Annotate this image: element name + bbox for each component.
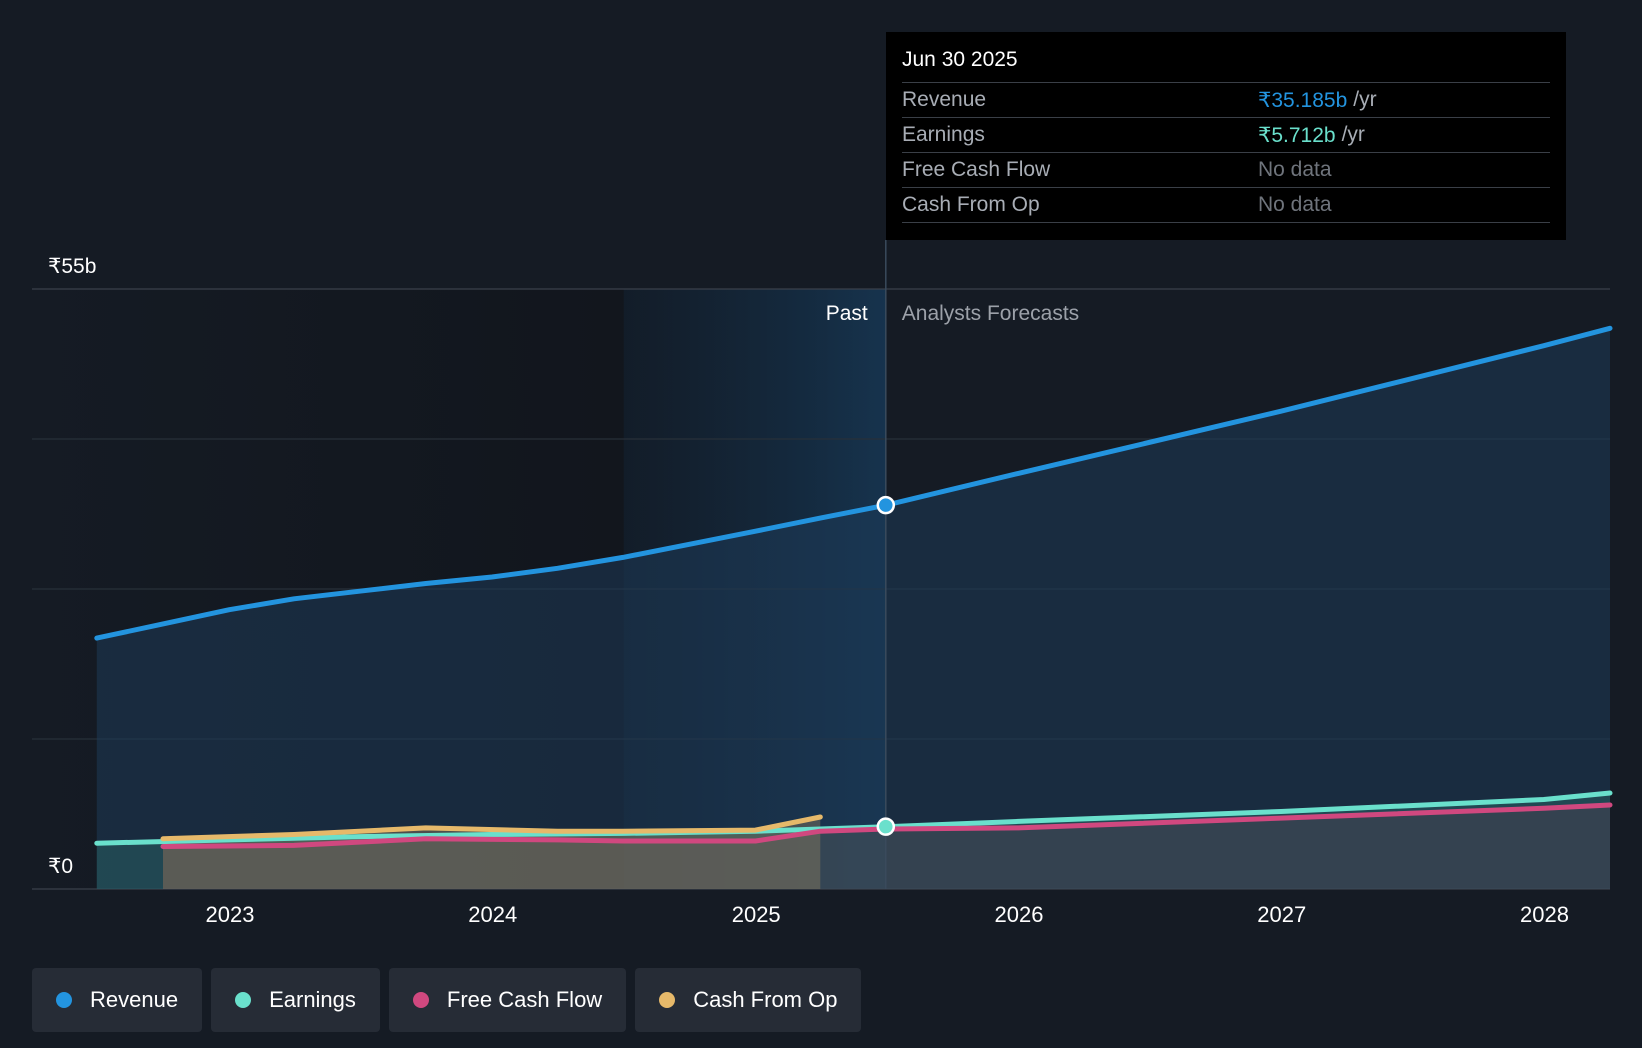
x-tick-label: 2027 — [1257, 902, 1306, 927]
x-tick-label: 2023 — [205, 902, 254, 927]
free-cash-flow-dot-icon — [412, 992, 429, 1008]
earnings-area — [96, 793, 1610, 889]
tooltip-unit: /yr — [1341, 123, 1365, 146]
legend-label: Free Cash Flow — [446, 987, 603, 1012]
tooltip-row-revenue: Revenue ₹35.185b /yr — [902, 82, 1550, 117]
tooltip-label: Revenue — [902, 88, 987, 111]
legend-label: Earnings — [269, 987, 356, 1012]
legend-item-free-cash-flow[interactable]: Free Cash Flow — [388, 968, 627, 1032]
x-tick-label: 2024 — [468, 902, 517, 927]
cash-from-op-line — [160, 814, 823, 842]
revenue-line — [94, 325, 1613, 641]
tooltip-row-free-cash-flow: Free Cash Flow No data — [902, 152, 1550, 187]
tooltip-value: ₹35.185b — [1258, 88, 1348, 112]
revenue-dot-icon — [56, 992, 72, 1008]
legend: Revenue Earnings Free Cash Flow Cash Fro… — [32, 968, 862, 1032]
y-tick-label: ₹0 — [48, 855, 73, 878]
revenue-marker — [876, 495, 896, 515]
y-tick-label: ₹55b — [48, 255, 96, 278]
legend-item-earnings[interactable]: Earnings — [211, 968, 380, 1032]
legend-label: Revenue — [90, 987, 179, 1012]
past-label: Past — [826, 302, 868, 325]
tooltip-label: Cash From Op — [902, 193, 1040, 216]
tooltip-label: Free Cash Flow — [902, 158, 1051, 181]
revenue-area — [96, 328, 1610, 889]
earnings-marker — [876, 817, 896, 836]
tooltip-label: Earnings — [902, 123, 985, 146]
legend-item-cash-from-op[interactable]: Cash From Op — [635, 968, 862, 1032]
tooltip-row-cash-from-op: Cash From Op No data — [902, 187, 1550, 223]
tooltip-value: No data — [1258, 158, 1332, 181]
cash-from-op-dot-icon — [659, 992, 676, 1008]
tooltip: Jun 30 2025 Revenue ₹35.185b /yr Earning… — [886, 32, 1566, 240]
tooltip-row-earnings: Earnings ₹5.712b /yr — [902, 117, 1550, 152]
legend-item-revenue[interactable]: Revenue — [32, 968, 203, 1032]
x-tick-label: 2026 — [994, 902, 1043, 927]
tooltip-value: No data — [1258, 193, 1332, 216]
tooltip-date: Jun 30 2025 — [902, 48, 1018, 71]
earnings-dot-icon — [235, 992, 252, 1008]
x-tick-label: 2028 — [1520, 902, 1569, 927]
tooltip-value: ₹5.712b — [1258, 123, 1336, 147]
tooltip-unit: /yr — [1353, 88, 1377, 111]
x-tick-label: 2025 — [732, 902, 781, 927]
free-cash-flow-line — [160, 802, 1613, 849]
legend-label: Cash From Op — [693, 987, 838, 1012]
forecast-label: Analysts Forecasts — [902, 302, 1079, 325]
